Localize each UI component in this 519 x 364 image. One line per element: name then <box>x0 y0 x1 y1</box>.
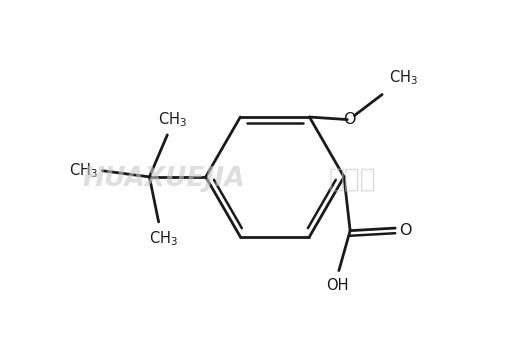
Text: O: O <box>399 223 412 238</box>
Text: OH: OH <box>326 278 349 293</box>
Text: O: O <box>343 112 356 127</box>
Text: CH$_3$: CH$_3$ <box>149 230 178 248</box>
Text: HUAXUEJIA: HUAXUEJIA <box>83 166 245 193</box>
Text: CH$_3$: CH$_3$ <box>69 161 98 180</box>
Text: 化学加: 化学加 <box>329 166 376 193</box>
Text: CH$_3$: CH$_3$ <box>389 68 418 87</box>
Text: CH$_3$: CH$_3$ <box>158 110 187 129</box>
